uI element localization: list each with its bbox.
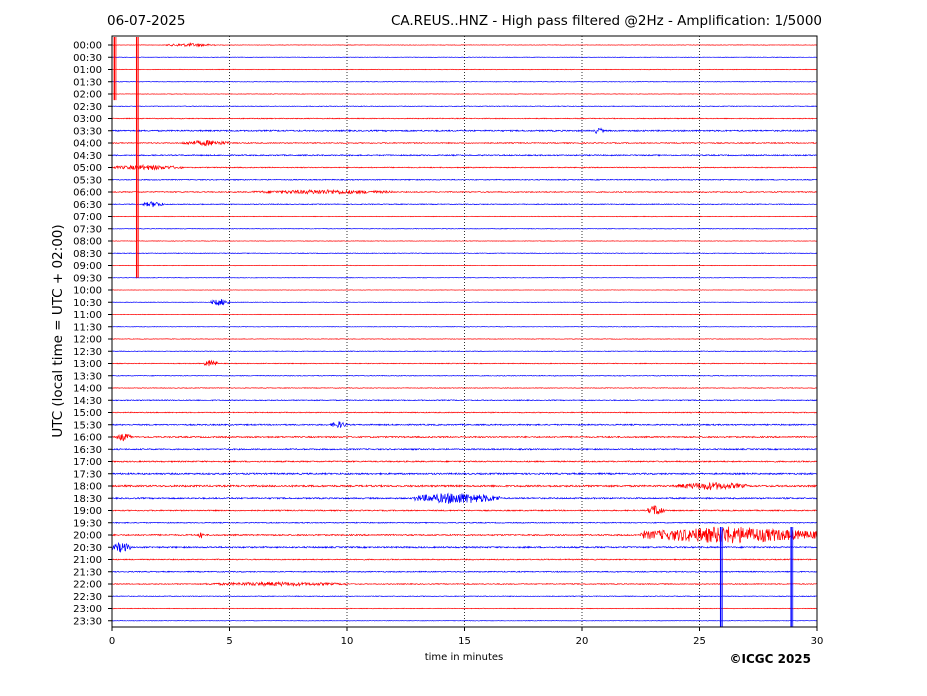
chart-title: CA.REUS..HNZ - High pass filtered @2Hz -… — [391, 13, 822, 29]
x-tick-label: 15 — [458, 636, 471, 647]
y-tick-label: 18:00 — [73, 482, 102, 493]
y-tick-label: 14:00 — [73, 384, 102, 395]
y-tick-label: 12:30 — [73, 347, 102, 358]
y-tick-label: 22:00 — [73, 580, 102, 591]
trace-1530 — [111, 421, 818, 429]
y-axis-label: UTC (local time = UTC + 02:00) — [50, 224, 66, 437]
y-tick-label: 00:30 — [73, 53, 102, 64]
x-tick-label: 10 — [341, 636, 354, 647]
y-tick-label: 08:00 — [73, 237, 102, 248]
grid-layer — [229, 36, 700, 627]
x-axis-label: time in minutes — [425, 652, 504, 663]
y-tick-label: 05:30 — [73, 175, 102, 186]
trace-0400 — [111, 139, 818, 147]
y-tick-label: 15:00 — [73, 408, 102, 419]
y-tick-label: 03:30 — [73, 126, 102, 137]
y-tick-label: 23:30 — [73, 616, 102, 627]
y-tick-label: 04:30 — [73, 151, 102, 162]
y-tick-label: 21:30 — [73, 567, 102, 578]
trace-1500 — [111, 411, 818, 414]
y-tick-label: 14:30 — [73, 396, 102, 407]
y-tick-label: 06:30 — [73, 200, 102, 211]
y-tick-label: 12:00 — [73, 335, 102, 346]
x-tick-label: 25 — [693, 636, 706, 647]
y-tick-label: 06:00 — [73, 188, 102, 199]
x-axis-ticks: 0 5 10 15 20 25 30 — [109, 627, 824, 647]
y-tick-label: 13:30 — [73, 371, 102, 382]
y-tick-label: 04:00 — [73, 139, 102, 150]
x-tick-label: 30 — [811, 636, 824, 647]
trace-2030 — [111, 541, 818, 553]
y-tick-label: 21:00 — [73, 555, 102, 566]
y-tick-label: 08:30 — [73, 249, 102, 260]
trace-1600 — [111, 433, 818, 442]
trace-2230 — [111, 595, 818, 598]
x-tick-label: 0 — [109, 636, 115, 647]
trace-2130 — [111, 570, 818, 573]
y-tick-label: 10:00 — [73, 286, 102, 297]
y-tick-label: 16:30 — [73, 445, 102, 456]
y-tick-label: 19:30 — [73, 518, 102, 529]
y-tick-label: 11:30 — [73, 322, 102, 333]
copyright-label: ©ICGC 2025 — [729, 652, 811, 666]
y-tick-label: 00:00 — [73, 41, 102, 52]
trace-2100 — [111, 558, 818, 561]
y-tick-label: 22:30 — [73, 592, 102, 603]
y-tick-label: 20:00 — [73, 531, 102, 542]
date-label: 06-07-2025 — [107, 13, 185, 29]
trace-0330 — [111, 127, 818, 134]
trace-0530 — [111, 178, 818, 181]
y-tick-label: 03:00 — [73, 114, 102, 125]
y-tick-label: 16:00 — [73, 433, 102, 444]
y-tick-label: 07:00 — [73, 212, 102, 223]
y-tick-label: 05:00 — [73, 163, 102, 174]
y-tick-label: 20:30 — [73, 543, 102, 554]
y-tick-label: 02:00 — [73, 90, 102, 101]
x-tick-label: 20 — [576, 636, 589, 647]
trace-2300 — [111, 607, 818, 610]
y-tick-label: 09:00 — [73, 261, 102, 272]
y-tick-label: 01:30 — [73, 77, 102, 88]
y-tick-label: 18:30 — [73, 494, 102, 505]
y-tick-label: 07:30 — [73, 224, 102, 235]
y-tick-label: 01:00 — [73, 65, 102, 76]
y-tick-label: 17:30 — [73, 469, 102, 480]
y-tick-label: 09:30 — [73, 273, 102, 284]
trace-0300 — [111, 117, 818, 120]
trace-0500 — [111, 163, 818, 171]
y-tick-label: 13:00 — [73, 359, 102, 370]
y-tick-label: 11:00 — [73, 310, 102, 321]
trace-1630 — [111, 447, 818, 451]
trace-0830 — [111, 252, 818, 255]
y-tick-label: 19:00 — [73, 506, 102, 517]
y-tick-label: 23:00 — [73, 604, 102, 615]
y-tick-label: 17:00 — [73, 457, 102, 468]
trace-1700 — [111, 460, 818, 463]
trace-0430 — [111, 153, 818, 157]
trace-0230 — [111, 105, 818, 108]
trace-2200 — [111, 580, 818, 588]
traces-layer — [111, 37, 818, 627]
y-tick-label: 02:30 — [73, 102, 102, 113]
x-tick-label: 5 — [226, 636, 232, 647]
trace-0600 — [111, 188, 818, 195]
trace-1730 — [111, 471, 818, 476]
y-tick-label: 15:30 — [73, 420, 102, 431]
y-tick-label: 10:30 — [73, 298, 102, 309]
trace-1030 — [111, 299, 818, 306]
